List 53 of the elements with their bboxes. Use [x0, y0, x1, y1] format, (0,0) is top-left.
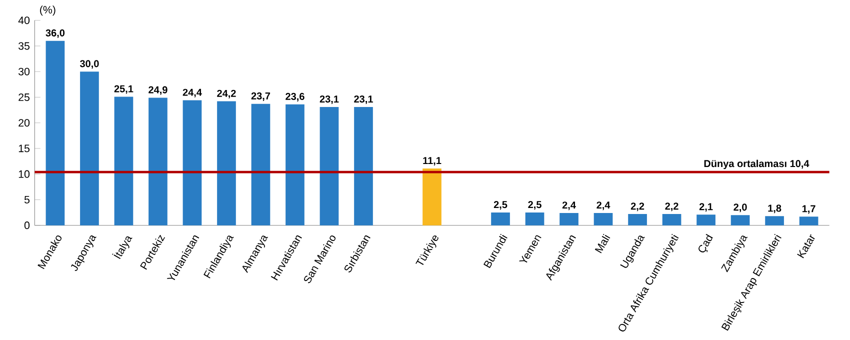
data-label: 2,5	[528, 201, 542, 210]
y-tick-label: 20	[18, 119, 30, 127]
data-label: 2,4	[596, 202, 610, 210]
y-tick-label: 10	[18, 170, 30, 178]
bar	[525, 212, 544, 226]
bar	[594, 213, 613, 226]
bar	[730, 215, 750, 226]
y-tick-label: 0	[24, 222, 30, 230]
data-label: 24,9	[148, 86, 168, 95]
y-tick-label: 40	[18, 16, 30, 24]
data-label: 2,1	[699, 203, 713, 212]
y-tick-label: 25	[18, 93, 30, 101]
data-label: 2,5	[494, 201, 508, 210]
data-label: 23,6	[286, 92, 304, 102]
bar	[422, 168, 442, 226]
bar	[799, 216, 818, 226]
y-tick-label: 5	[24, 196, 30, 204]
bar	[80, 72, 99, 226]
bar	[320, 106, 339, 226]
y-tick-label: 15	[18, 144, 30, 152]
bar	[696, 214, 716, 226]
y-tick-label: 35	[18, 42, 30, 50]
y-axis-title: (%)	[40, 6, 56, 16]
ref-line-label: Dünya ortalaması 10,4	[704, 160, 810, 170]
data-label: 23,7	[251, 92, 270, 101]
data-label: 24,2	[217, 90, 236, 98]
data-label: 1,7	[802, 205, 816, 214]
data-label: 23,1	[354, 95, 373, 104]
data-label: 1,8	[768, 204, 782, 214]
bar	[114, 96, 134, 226]
bar	[765, 216, 784, 226]
data-label: 30,0	[80, 60, 99, 69]
bar	[148, 98, 168, 226]
data-label: 11,1	[423, 157, 442, 166]
data-label: 2,0	[734, 204, 747, 212]
bar	[628, 214, 647, 226]
data-label: 25,1	[114, 85, 134, 94]
data-label: 36,0	[46, 29, 65, 38]
data-label: 24,4	[182, 88, 202, 98]
bar	[182, 100, 202, 226]
bar	[662, 214, 682, 226]
bar	[491, 212, 510, 226]
data-label: 2,4	[562, 202, 576, 210]
bar	[46, 40, 65, 226]
data-label: 2,2	[630, 202, 644, 212]
bar	[251, 104, 270, 226]
bar	[286, 104, 304, 226]
y-tick-label: 30	[18, 68, 30, 76]
data-label: 23,1	[320, 95, 339, 104]
data-label: 2,2	[665, 202, 678, 212]
bar	[354, 106, 373, 226]
bar	[560, 213, 578, 226]
bar	[217, 101, 236, 226]
